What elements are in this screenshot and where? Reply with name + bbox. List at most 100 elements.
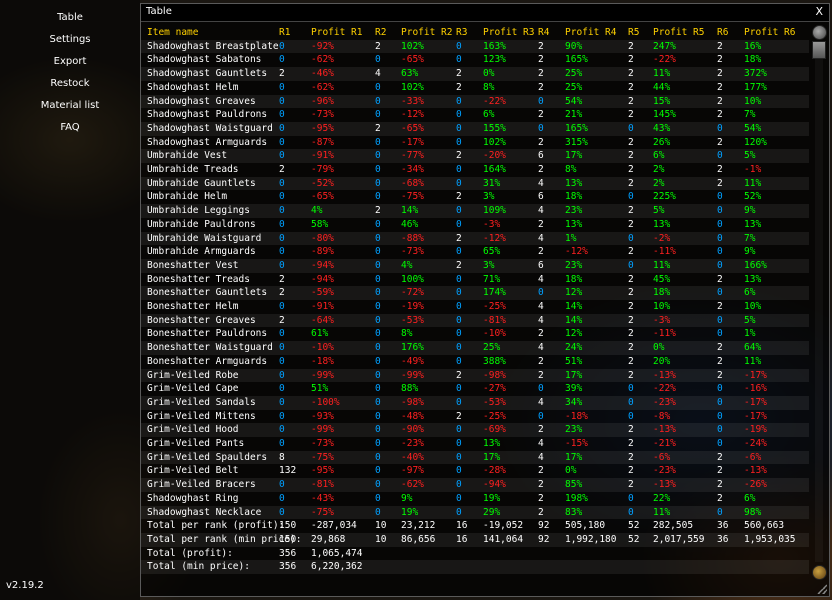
table-row[interactable]: Shadowghast Armguards 0 -87% 0 -17% 0 102% 2 315…: [141, 136, 809, 150]
table-row[interactable]: Shadowghast Ring 0 -43% 0 9% 0 19% 2 198% 0 22% 2 6%: [141, 492, 809, 506]
profit-cell: 23%: [565, 424, 583, 436]
rank-count-cell: 16: [456, 520, 468, 532]
table-row[interactable]: Shadowghast Helm 0 -62% 0 102% 2 8% 2 25% 2 44% 2 17…: [141, 81, 809, 95]
table-row[interactable]: Boneshatter Armguards 0 -18% 0 -49% 0 388% 2 51%…: [141, 355, 809, 369]
table-row[interactable]: Umbrahide Waistguard 0 -80% 0 -88% 2 -12% 4 1% 0 -…: [141, 231, 809, 246]
item-name-cell: Shadowghast Pauldrons: [147, 109, 268, 121]
table-row[interactable]: Grim-Veiled Spaulders 8 -75% 0 -40% 0 17% 4 17% 2…: [141, 450, 809, 465]
rank-count-cell: 0: [279, 259, 285, 271]
column-header: Profit R3: [483, 27, 535, 38]
table-row[interactable]: Boneshatter Treads 2 -94% 0 100% 0 71% 4 18% 2 45%…: [141, 273, 809, 287]
item-name-cell: Shadowghast Helm: [147, 81, 239, 93]
rank-count-cell: 2: [456, 410, 462, 422]
rank-count-cell: 0: [375, 246, 381, 258]
table-row[interactable]: Boneshatter Waistguard 0 -10% 0 176% 0 25% 4 24%…: [141, 341, 809, 355]
table-row[interactable]: Shadowghast Gauntlets 2 -46% 4 63% 2 0% 2 25% 2 11…: [141, 67, 809, 81]
rank-count-cell: 0: [717, 506, 723, 518]
profit-cell: 17%: [565, 451, 583, 463]
table-row[interactable]: Umbrahide Gauntlets 0 -52% 0 -68% 0 31% 4 13% 2 2%…: [141, 176, 809, 191]
resize-grip-icon[interactable]: [817, 584, 827, 594]
table-row[interactable]: Umbrahide Helm 0 -65% 0 -75% 2 3% 6 18% 0 225% 0 52%: [141, 190, 809, 204]
table-row[interactable]: Umbrahide Treads 2 -79% 0 -34% 0 164% 2 8% 2 2% 2 -1…: [141, 163, 809, 177]
table-row[interactable]: Grim-Veiled Pants 0 -73% 0 -23% 0 13% 4 -15% 2 -21…: [141, 437, 809, 451]
rank-count-cell: 0: [279, 218, 285, 230]
rank-count-cell: 2: [456, 232, 462, 244]
table-row[interactable]: Boneshatter Pauldrons 0 61% 0 8% 0 -10% 2 12% 2 -1…: [141, 327, 809, 341]
sidebar-item-material-list[interactable]: Material list: [40, 100, 100, 111]
scroll-up-icon[interactable]: [812, 25, 827, 40]
close-button[interactable]: X: [815, 5, 823, 18]
total-row[interactable]: Total per rank (min price): 150 29,868 10 86…: [141, 532, 809, 547]
table-row[interactable]: Umbrahide Armguards 0 -89% 0 -73% 0 65% 2 -12% 2 -…: [141, 245, 809, 259]
title-bar[interactable]: Table X: [141, 4, 829, 22]
table-row[interactable]: Grim-Veiled Belt 132 -95% 0 -97% 0 -28% 2 0% 2 -23…: [141, 464, 809, 478]
profit-cell: 155%: [483, 122, 506, 134]
rank-count-cell: 2: [538, 40, 544, 52]
table-row[interactable]: Shadowghast Greaves 0 -96% 0 -33% 0 -22% 0 54% 2 1…: [141, 94, 809, 109]
profit-cell: -65%: [401, 54, 424, 66]
rank-count-cell: 0: [628, 506, 634, 518]
table-row[interactable]: Grim-Veiled Sandals 0 -100% 0 -98% 0 -53% 4 34% 0…: [141, 395, 809, 410]
sidebar-item-faq[interactable]: FAQ: [60, 122, 80, 133]
column-header: R4: [538, 27, 550, 38]
table-row[interactable]: Grim-Veiled Bracers 0 -81% 0 -62% 0 -94% 2 85% 2 -…: [141, 478, 809, 492]
column-header: R1: [279, 27, 291, 38]
rank-count-cell: 2: [628, 205, 634, 217]
table-row[interactable]: Boneshatter Vest 0 -94% 0 4% 2 3% 6 23% 0 11% 0 166%: [141, 258, 809, 273]
profit-cell: 85%: [565, 479, 583, 491]
table-row[interactable]: Grim-Veiled Mittens 0 -93% 0 -48% 2 -25% 0 -18% 0…: [141, 410, 809, 424]
table-row[interactable]: Shadowghast Pauldrons 0 -73% 0 -12% 0 6% 2 21% 2 1…: [141, 108, 809, 122]
item-name-cell: Total (profit):: [147, 547, 233, 559]
profit-cell: -77%: [401, 150, 424, 162]
total-row[interactable]: Total (min price): 356 6,220,362: [141, 560, 809, 574]
table-row[interactable]: Shadowghast Waistguard 0 -95% 2 -65% 0 155% 0 16…: [141, 121, 809, 136]
table-row[interactable]: Grim-Veiled Hood 0 -99% 0 -90% 0 -69% 2 23% 2 -13%…: [141, 423, 809, 437]
rank-count-cell: 4: [538, 273, 544, 285]
rank-count-cell: 0: [375, 410, 381, 422]
profit-cell: 7%: [744, 232, 756, 244]
table-row[interactable]: Boneshatter Gauntlets 2 -59% 0 -72% 0 174% 0 12%…: [141, 286, 809, 300]
table-row[interactable]: Shadowghast Necklace 0 -75% 0 19% 0 29% 2 83% 0 11…: [141, 505, 809, 520]
scroll-down-icon[interactable]: [812, 565, 827, 580]
table-row[interactable]: Boneshatter Helm 0 -91% 0 -19% 0 -25% 4 14% 2 10% 2…: [141, 300, 809, 314]
rank-count-cell: 0: [279, 301, 285, 312]
profit-cell: -19,052: [483, 520, 524, 532]
rank-count-cell: 0: [717, 232, 723, 244]
table-row[interactable]: Umbrahide Pauldrons 0 58% 0 46% 0 -3% 2 13% 2 13% 0…: [141, 218, 809, 232]
profit-cell: 17%: [565, 150, 583, 162]
total-row[interactable]: Total per rank (profit): 150 -287,034 10 23,…: [141, 519, 809, 533]
item-name-cell: Shadowghast Ring: [147, 492, 239, 504]
profit-cell: 88%: [401, 383, 419, 395]
scroll-track[interactable]: [815, 42, 823, 562]
sidebar-item-restock[interactable]: Restock: [50, 78, 90, 89]
profit-cell: 13%: [483, 438, 501, 449]
rank-count-cell: 2: [538, 328, 544, 340]
profit-cell: -23%: [401, 438, 424, 449]
sidebar-item-table[interactable]: Table: [57, 12, 83, 23]
profit-cell: 0%: [483, 68, 495, 80]
table-row[interactable]: Umbrahide Leggings 0 4% 2 14% 0 109% 4 23% 2 5% 0 9%: [141, 204, 809, 218]
scroll-thumb[interactable]: [812, 41, 826, 59]
rank-count-cell: 356: [279, 561, 297, 573]
item-name-cell: Umbrahide Vest: [147, 150, 228, 162]
table-row[interactable]: Boneshatter Greaves 2 -64% 0 -53% 0 -81% 4 14% 2 -…: [141, 313, 809, 328]
table-row[interactable]: Shadowghast Breastplate 0 -92% 2 102% 0 163% 2 9…: [141, 39, 809, 54]
rank-count-cell: 0: [279, 410, 285, 422]
rank-count-cell: 2: [628, 40, 634, 52]
rank-count-cell: 0: [279, 383, 285, 395]
table-row[interactable]: Grim-Veiled Cape 0 51% 0 88% 0 -27% 0 39% 0 -22% 0 -…: [141, 382, 809, 396]
rank-count-cell: 2: [538, 109, 544, 121]
table-row[interactable]: Grim-Veiled Robe 0 -99% 0 -99% 2 -98% 2 17% 2 -13%…: [141, 368, 809, 383]
profit-cell: 44%: [653, 81, 671, 93]
sidebar-item-export[interactable]: Export: [53, 56, 87, 67]
rank-count-cell: 2: [717, 451, 723, 463]
table-row[interactable]: Umbrahide Vest 0 -91% 0 -77% 2 -20% 6 17% 2 6% 0 5%: [141, 149, 809, 163]
profit-cell: -75%: [401, 191, 424, 203]
table-row[interactable]: Shadowghast Sabatons 0 -62% 0 -65% 0 123% 2 165%…: [141, 53, 809, 67]
rank-count-cell: 0: [375, 383, 381, 395]
rank-count-cell: 2: [717, 95, 723, 107]
scrollbar[interactable]: [811, 24, 827, 594]
total-row[interactable]: Total (profit): 356 1,065,474: [141, 547, 809, 561]
sidebar-item-settings[interactable]: Settings: [49, 34, 91, 45]
profit-cell: 2%: [653, 177, 665, 189]
